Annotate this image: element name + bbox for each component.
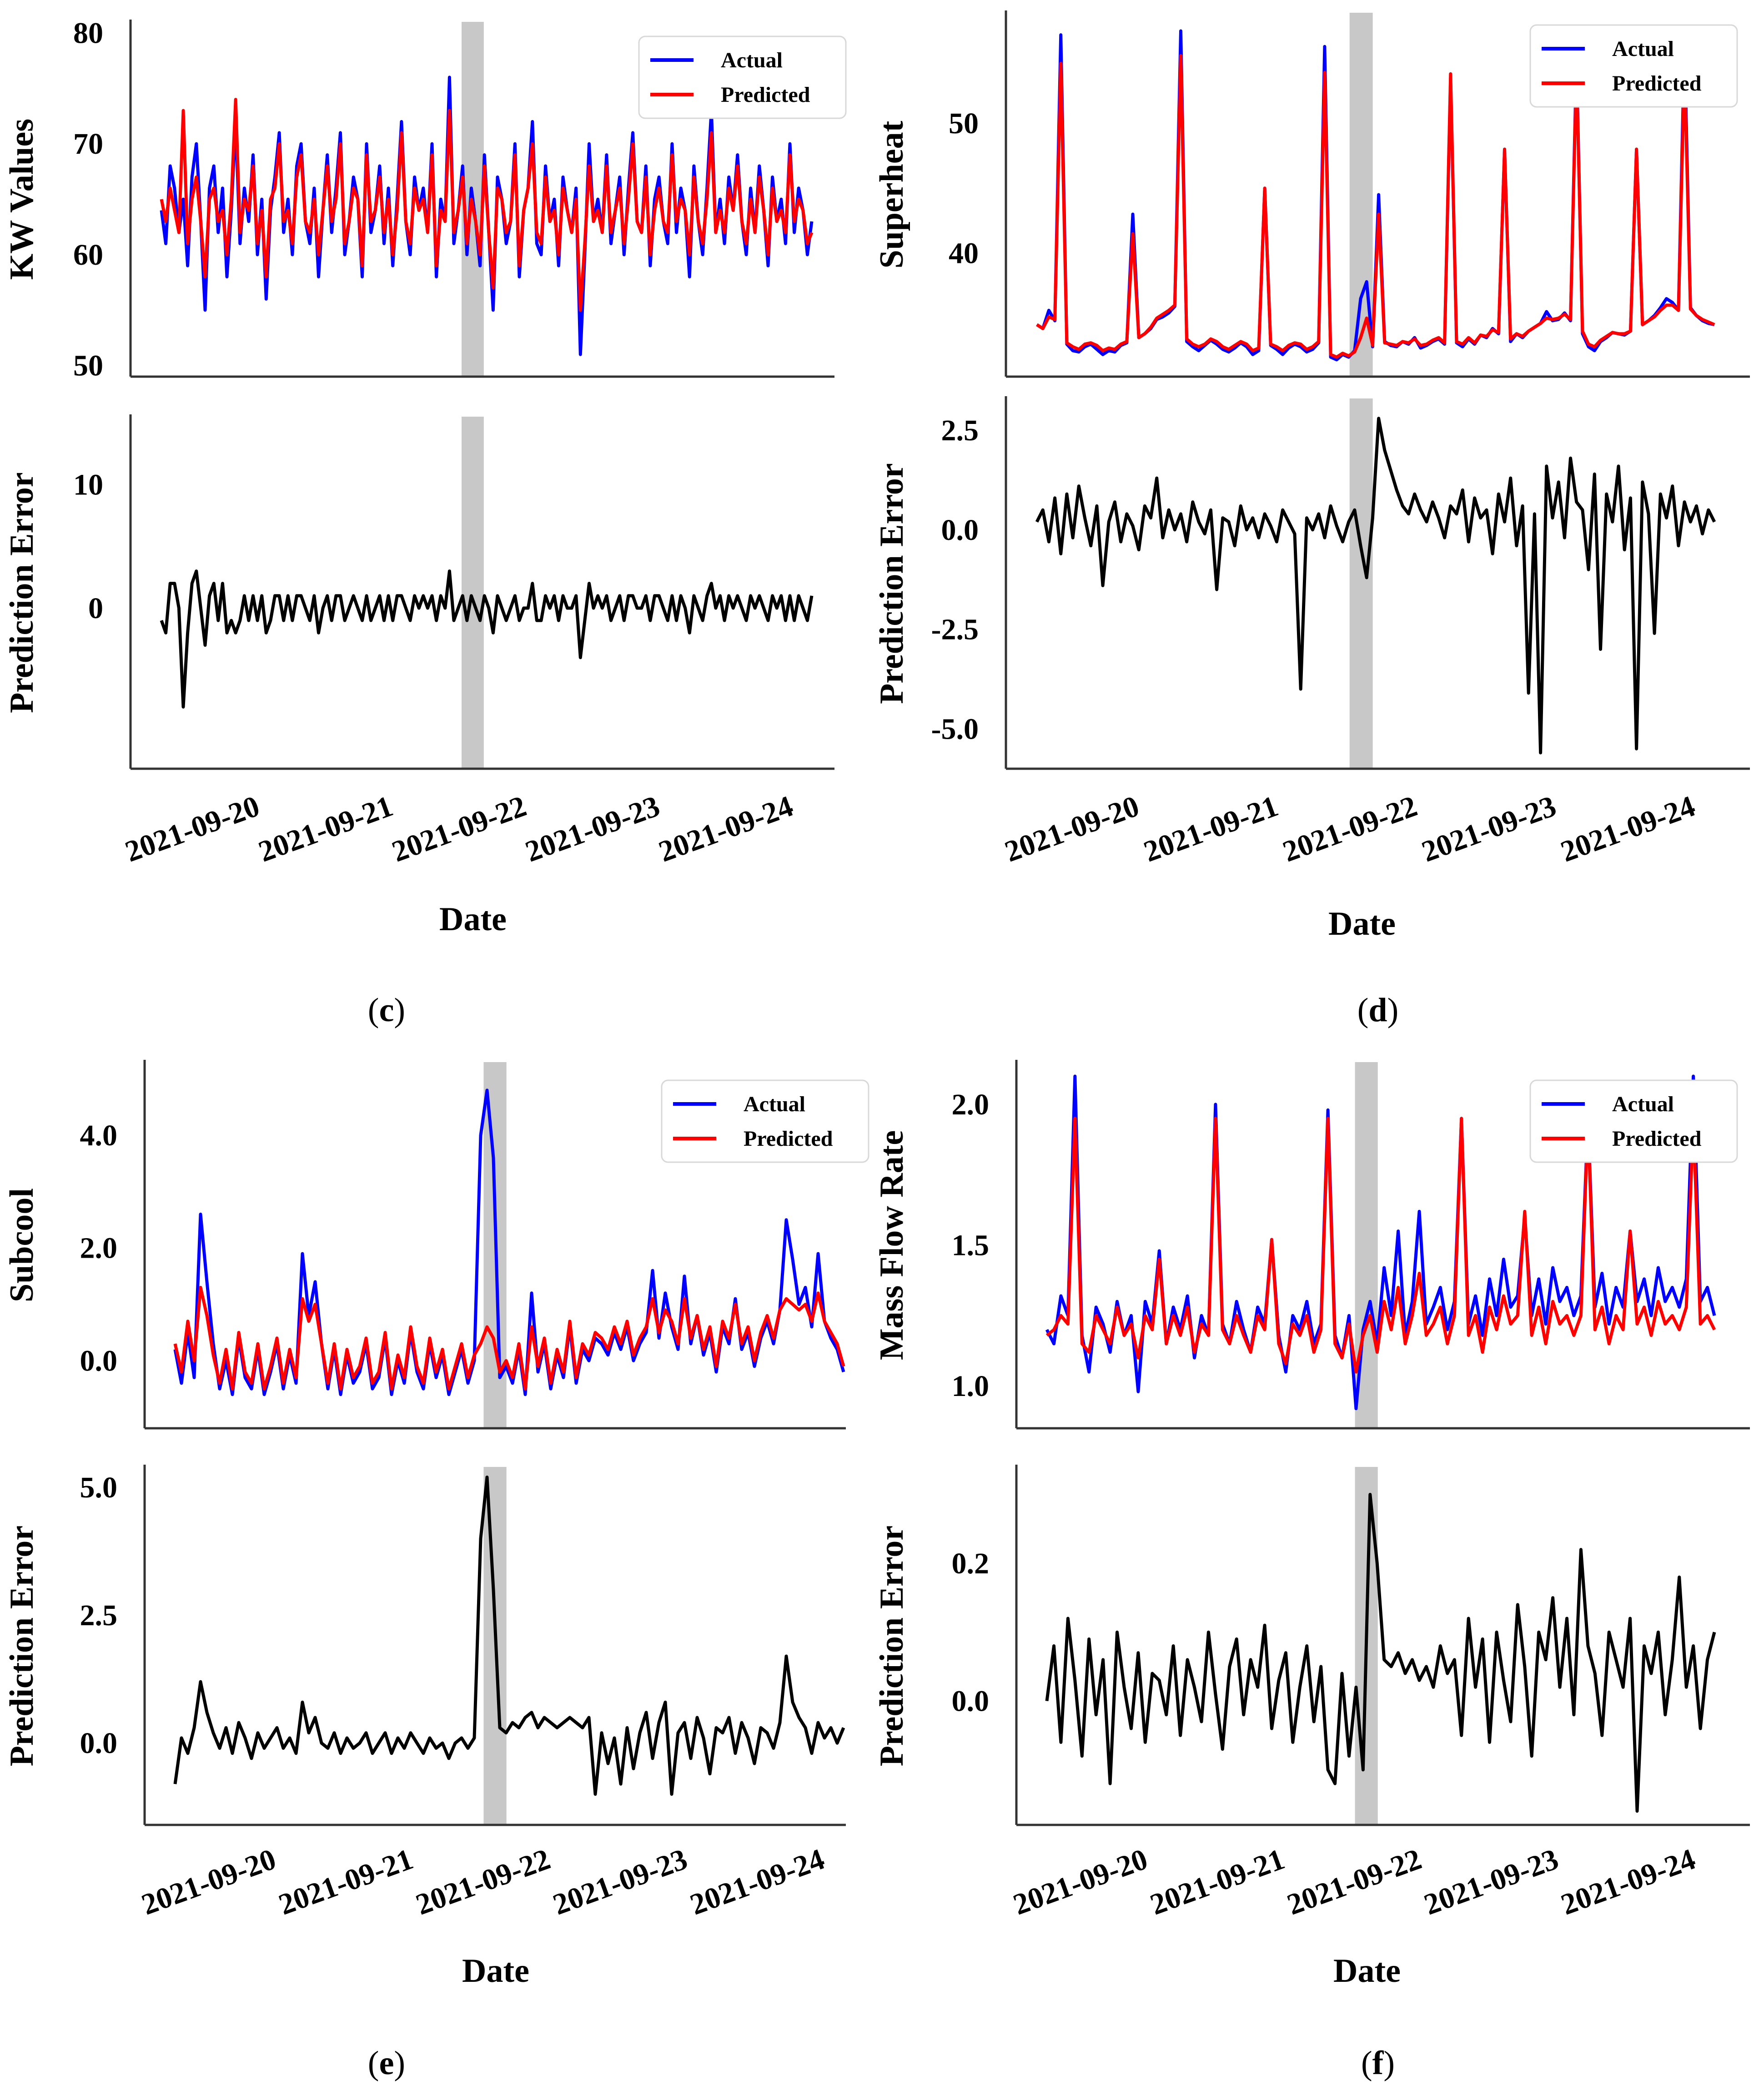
x-axis-label: Date <box>1328 905 1396 942</box>
subplot-bottom: 0.0 2.5 5.0 Prediction Error <box>3 1465 846 1826</box>
y-tick-label: 80 <box>73 16 103 50</box>
y-tick-label: 5.0 <box>80 1471 118 1504</box>
y-tick-label: 0 <box>88 592 103 625</box>
legend-actual-label: Actual <box>1612 37 1674 61</box>
legend-predicted-label: Predicted <box>1612 1127 1702 1151</box>
error-line <box>173 1476 845 1796</box>
y-axis-label: Mass Flow Rate <box>873 1130 910 1360</box>
y-axis-label: Prediction Error <box>873 463 910 704</box>
subplot-bottom: 0 10 Prediction Error <box>3 414 834 770</box>
subplot-bottom: 0.0 0.2 Prediction Error <box>873 1465 1750 1826</box>
caption-open: ( <box>368 2045 379 2082</box>
x-axis-label: Date <box>462 1952 529 1990</box>
caption-letter: e <box>379 2045 394 2082</box>
y-tick-label: 2.5 <box>941 414 979 447</box>
y-axis-label: Prediction Error <box>873 1526 910 1767</box>
panel-caption: (e) <box>368 2045 405 2082</box>
highlight-band <box>1349 398 1373 769</box>
y-tick-label: -2.5 <box>931 613 979 646</box>
legend-box <box>661 1079 869 1163</box>
error-line <box>1035 417 1716 755</box>
y-tick-label: -5.0 <box>931 712 979 746</box>
highlight-band <box>462 417 484 769</box>
y-tick-label: 1.0 <box>952 1370 990 1403</box>
y-tick-label: 60 <box>73 238 103 272</box>
caption-close: ) <box>394 992 405 1029</box>
legend-predicted-label: Predicted <box>1612 71 1702 96</box>
y-tick-label: 70 <box>73 127 103 161</box>
y-tick-label: 0.0 <box>80 1344 118 1377</box>
legend-box <box>638 35 847 119</box>
legend-predicted-label: Predicted <box>721 83 810 107</box>
subplot-bottom: 2.5 0.0 -2.5 -5.0 Prediction Error <box>873 396 1750 770</box>
series-predicted-line <box>1045 1117 1716 1374</box>
panel-caption: (f) <box>1361 2045 1395 2082</box>
x-axis-label: Date <box>439 901 507 938</box>
y-axis-label: Prediction Error <box>3 472 40 713</box>
legend-predicted-label: Predicted <box>744 1127 833 1151</box>
y-tick-label: 0.0 <box>941 514 979 547</box>
subplot-top: 50 60 70 80 KW Values Actual Predicted <box>3 16 847 383</box>
legend-box <box>1529 1079 1738 1163</box>
subplot-top: 1.0 1.5 2.0 Mass Flow Rate Actual Predicted <box>873 1060 1750 1430</box>
legend: Actual Predicted <box>1529 24 1738 108</box>
series-predicted-line <box>1036 54 1715 359</box>
caption-open: ( <box>1361 2045 1372 2082</box>
y-tick-label: 1.5 <box>952 1229 990 1262</box>
y-tick-label: 2.0 <box>952 1088 990 1121</box>
caption-letter: f <box>1372 2045 1384 2082</box>
caption-close: ) <box>394 2045 405 2082</box>
y-tick-label: 10 <box>73 468 103 501</box>
series-predicted-line <box>160 98 814 312</box>
caption-open: ( <box>1357 992 1369 1029</box>
legend-actual-label: Actual <box>744 1092 805 1116</box>
y-tick-label: 50 <box>73 349 103 383</box>
panel-caption: (d) <box>1357 992 1398 1029</box>
caption-open: ( <box>368 992 379 1029</box>
x-axis-label: Date <box>1333 1952 1401 1990</box>
panel-caption: (c) <box>368 992 405 1029</box>
error-line <box>160 569 814 709</box>
y-tick-label: 0.0 <box>952 1685 990 1718</box>
caption-letter: d <box>1368 992 1387 1029</box>
series-predicted-line <box>173 1285 845 1391</box>
legend-actual-label: Actual <box>1612 1092 1674 1116</box>
legend-box <box>1529 24 1738 108</box>
subplot-top: 40 50 Superheat Actual Predicted <box>873 10 1750 378</box>
y-tick-label: 50 <box>949 107 979 140</box>
y-tick-label: 0.2 <box>952 1547 990 1580</box>
caption-close: ) <box>1387 992 1399 1029</box>
subplot-top: 0.0 2.0 4.0 Subcool Actual Predicted <box>3 1060 869 1430</box>
caption-close: ) <box>1383 2045 1395 2082</box>
y-axis-label: Subcool <box>3 1188 40 1302</box>
caption-letter: c <box>379 992 394 1029</box>
legend-actual-label: Actual <box>721 48 783 72</box>
error-line <box>1045 1493 1716 1813</box>
y-axis-label: KW Values <box>3 119 40 280</box>
y-tick-label: 0.0 <box>80 1727 118 1760</box>
legend: Actual Predicted <box>661 1079 869 1163</box>
legend: Actual Predicted <box>638 35 847 119</box>
y-tick-label: 4.0 <box>80 1119 118 1152</box>
legend: Actual Predicted <box>1529 1079 1738 1163</box>
y-tick-label: 2.0 <box>80 1232 118 1265</box>
y-tick-label: 40 <box>949 237 979 270</box>
y-axis-label: Prediction Error <box>3 1526 40 1767</box>
y-axis-label: Superheat <box>873 121 910 268</box>
y-tick-label: 2.5 <box>80 1599 118 1632</box>
